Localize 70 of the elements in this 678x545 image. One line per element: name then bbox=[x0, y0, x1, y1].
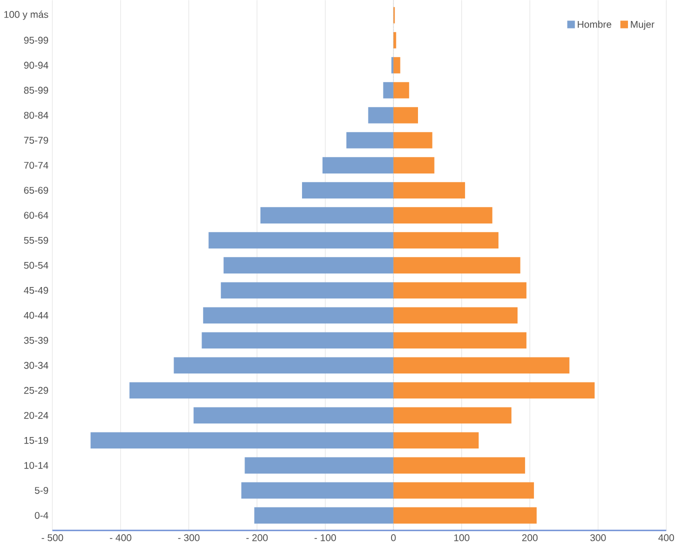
bar bbox=[393, 207, 492, 224]
y-tick-label: 15-19 bbox=[24, 437, 48, 444]
bar bbox=[393, 482, 534, 499]
y-tick-label: 80-84 bbox=[24, 112, 48, 119]
y-tick-label: 60-64 bbox=[24, 212, 48, 219]
bar bbox=[393, 182, 466, 199]
x-tick-label: 300 bbox=[590, 534, 606, 542]
bar bbox=[393, 107, 418, 124]
bar bbox=[208, 232, 394, 249]
x-tick-label: - 200 bbox=[246, 534, 268, 542]
bar bbox=[244, 457, 394, 474]
y-tick-label: 95-99 bbox=[24, 36, 48, 44]
bar bbox=[302, 182, 394, 199]
bar bbox=[368, 107, 394, 124]
bar bbox=[393, 407, 512, 424]
y-tick-label: 55-59 bbox=[24, 236, 48, 244]
x-tick-label: - 100 bbox=[314, 534, 336, 542]
bar bbox=[393, 307, 518, 324]
x-tick-label: - 300 bbox=[178, 534, 200, 542]
x-tick-label: - 400 bbox=[110, 534, 132, 542]
bar bbox=[203, 307, 394, 324]
y-tick-label: 100 y más bbox=[4, 10, 48, 20]
y-tick-label: 5-9 bbox=[34, 487, 48, 494]
bar bbox=[224, 257, 394, 274]
y-tick-label: 70-74 bbox=[24, 162, 48, 169]
y-tick-label: 20-24 bbox=[24, 412, 48, 419]
bar bbox=[393, 232, 498, 249]
bar bbox=[393, 332, 526, 349]
bar bbox=[383, 82, 394, 99]
y-tick-label: 65-69 bbox=[24, 186, 48, 194]
x-tick-label: - 500 bbox=[42, 534, 64, 542]
bar bbox=[393, 432, 479, 449]
bar bbox=[393, 257, 520, 274]
bar bbox=[254, 507, 394, 524]
bar bbox=[393, 82, 410, 99]
bar bbox=[322, 157, 394, 174]
y-tick-label: 50-54 bbox=[24, 262, 48, 269]
y-tick-label: 85-99 bbox=[24, 86, 48, 94]
bar bbox=[220, 282, 394, 299]
y-tick-label: 40-44 bbox=[24, 312, 48, 319]
legend-label: Hombre bbox=[578, 20, 612, 28]
bar bbox=[393, 57, 400, 74]
y-tick-label: 25-29 bbox=[24, 387, 48, 394]
y-tick-label: 30-34 bbox=[24, 362, 48, 369]
bar bbox=[129, 382, 394, 399]
bar bbox=[393, 457, 526, 474]
x-tick-label: 400 bbox=[658, 534, 674, 542]
bar bbox=[241, 482, 394, 499]
bar bbox=[202, 332, 394, 349]
bar bbox=[194, 407, 394, 424]
y-tick-label: 10-14 bbox=[24, 462, 48, 469]
bar bbox=[260, 207, 394, 224]
bar bbox=[346, 132, 394, 149]
legend-label: Mujer bbox=[630, 20, 654, 30]
bar bbox=[393, 357, 570, 374]
x-tick-label: 100 bbox=[454, 534, 470, 542]
bar bbox=[393, 132, 432, 149]
bar bbox=[393, 157, 434, 174]
y-tick-label: 45-49 bbox=[24, 287, 48, 294]
y-tick-label: 75-79 bbox=[24, 136, 48, 144]
y-tick-label: 90-94 bbox=[24, 62, 48, 69]
bar bbox=[393, 507, 537, 524]
bar bbox=[174, 357, 394, 374]
bar bbox=[90, 432, 394, 449]
x-tick-label: 0 bbox=[391, 534, 396, 542]
bar bbox=[393, 382, 595, 399]
x-tick-label: 200 bbox=[522, 534, 538, 542]
bar bbox=[393, 282, 526, 299]
y-tick-label: 35-39 bbox=[24, 337, 48, 344]
y-tick-label: 0-4 bbox=[34, 512, 48, 520]
